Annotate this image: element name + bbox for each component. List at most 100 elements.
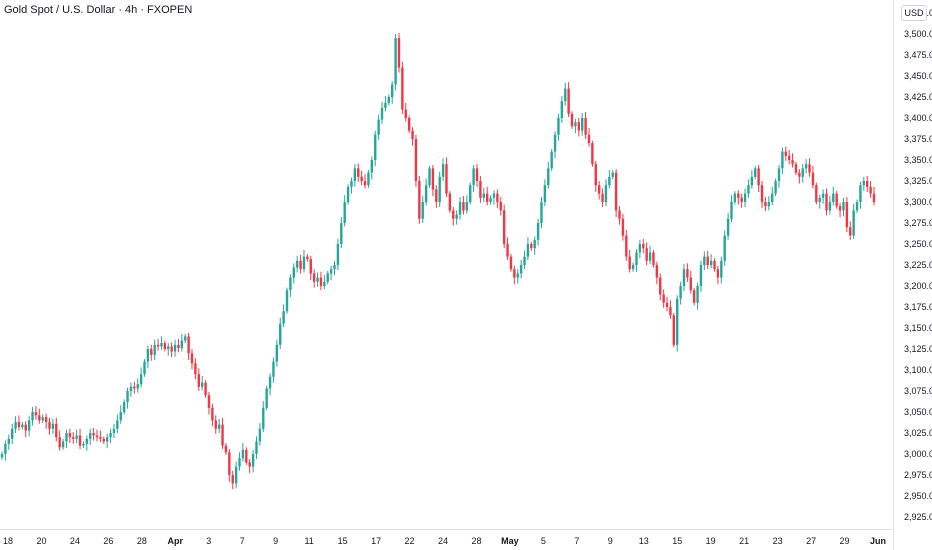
y-tick-label: 3,475.00 <box>904 50 932 60</box>
y-tick-label: 2,975.00 <box>904 470 932 480</box>
candle-body <box>689 277 692 291</box>
candle-body <box>85 438 89 444</box>
candle-body <box>821 193 825 198</box>
y-tick-label: 3,125.00 <box>904 344 932 354</box>
candle-body <box>180 340 184 349</box>
candle-body <box>832 193 835 202</box>
x-tick-label: 21 <box>739 536 749 546</box>
candle-body <box>499 202 502 211</box>
candle-body <box>533 239 536 249</box>
candle-body <box>496 193 499 202</box>
candle-body <box>458 202 462 215</box>
candle-body <box>34 412 38 416</box>
candle-body <box>835 193 838 207</box>
candle-body <box>737 193 740 198</box>
candle-body <box>621 218 625 236</box>
candle-body <box>407 118 411 131</box>
candle-body <box>119 412 122 421</box>
y-tick-label: 3,025.00 <box>904 428 932 438</box>
candle-body <box>872 193 876 202</box>
candle-body <box>139 374 143 385</box>
candle-body <box>394 38 397 85</box>
price-axis[interactable]: 3,525.003,500.003,475.003,450.003,425.00… <box>904 8 932 522</box>
candle-body <box>553 134 557 152</box>
x-tick-label: 22 <box>405 536 415 546</box>
candle-body <box>601 193 604 202</box>
candle-body <box>245 449 248 463</box>
candle-body <box>713 260 716 270</box>
x-tick-label: Apr <box>168 536 184 546</box>
candle-body <box>465 202 469 211</box>
candle-body <box>469 185 472 202</box>
time-axis[interactable]: 18 20 24 26 28 Apr 3 7 9 11 15 17 22 24 28 May 5 7 9 13 15 19… <box>3 536 886 546</box>
candle-body <box>435 189 438 202</box>
candle-body <box>743 193 747 202</box>
candle-body <box>228 452 231 475</box>
price-scale-divider <box>893 0 894 550</box>
candle-body <box>116 420 119 429</box>
candle-body <box>160 343 163 347</box>
candle-body <box>547 168 550 186</box>
candle-body <box>292 267 295 278</box>
candle-body <box>340 223 343 244</box>
candle-body <box>472 168 475 186</box>
candle-body <box>720 260 723 278</box>
y-tick-label: 3,050.00 <box>904 407 932 417</box>
x-tick-label: 24 <box>70 536 80 546</box>
candle-body <box>401 67 404 110</box>
candle-body <box>7 438 10 444</box>
candle-body <box>740 197 743 202</box>
candle-body <box>41 417 44 421</box>
x-tick-label: 7 <box>574 536 579 546</box>
candle-body <box>309 259 312 274</box>
candle-body <box>754 168 757 177</box>
candle-body <box>594 164 597 186</box>
candle-body <box>275 344 279 362</box>
candle-body <box>614 172 618 211</box>
candle-body <box>530 244 533 249</box>
candle-body <box>370 160 374 173</box>
candle-body <box>777 168 781 181</box>
candle-body <box>855 202 859 211</box>
candle-body <box>676 298 679 345</box>
x-tick-label: 18 <box>3 536 13 546</box>
candle-body <box>333 265 336 270</box>
candle-body <box>686 269 689 278</box>
candle-body <box>523 256 526 265</box>
candle-body <box>224 445 228 453</box>
candle-body <box>696 286 699 303</box>
y-tick-label: 3,250.00 <box>904 239 932 249</box>
y-tick-label: 3,325.00 <box>904 176 932 186</box>
candle-body <box>692 290 696 303</box>
y-tick-label: 3,450.00 <box>904 71 932 81</box>
x-tick-label: 13 <box>639 536 649 546</box>
candle-body <box>31 412 34 421</box>
y-tick-label: 3,200.00 <box>904 281 932 291</box>
candle-body <box>163 343 167 349</box>
candle-body <box>184 336 187 341</box>
candle-body <box>143 361 146 375</box>
candle-body <box>506 244 509 257</box>
candle-body <box>431 168 435 190</box>
candle-body <box>438 176 441 202</box>
x-tick-label: 9 <box>273 536 278 546</box>
candle-body <box>78 435 82 446</box>
candle-body <box>587 134 591 144</box>
candle-body <box>808 164 811 173</box>
candle-body <box>502 210 506 244</box>
candle-body <box>367 172 370 186</box>
x-tick-label: 9 <box>608 536 613 546</box>
candle-body <box>10 428 14 439</box>
candle-body <box>716 269 720 278</box>
candle-body <box>526 244 530 257</box>
candle-body <box>418 181 421 219</box>
y-tick-label: 3,500.00 <box>904 29 932 39</box>
candle-body <box>262 407 265 429</box>
currency-button[interactable]: USD <box>901 5 927 21</box>
candle-body <box>733 193 737 202</box>
x-tick-label: 7 <box>240 536 245 546</box>
candle-body <box>767 202 771 207</box>
candle-body <box>452 210 455 219</box>
candle-body <box>65 433 68 442</box>
